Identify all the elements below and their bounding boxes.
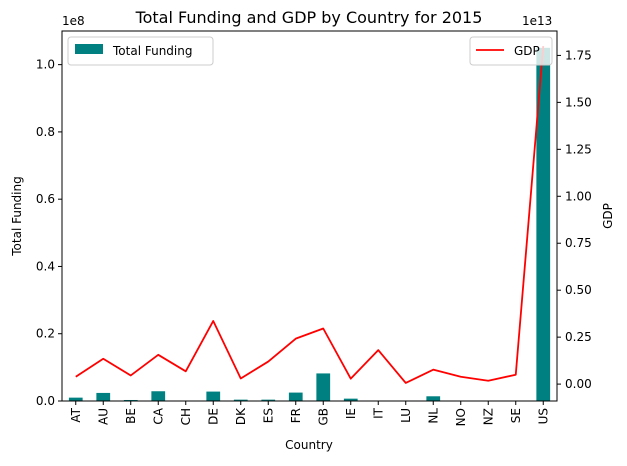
right-tick-label: 0.00	[565, 377, 592, 391]
right-tick-label: 1.00	[565, 189, 592, 203]
legend-total-funding: Total Funding	[68, 37, 213, 65]
funding-bar-ca	[151, 391, 165, 401]
x-tick-label-es: ES	[261, 408, 275, 423]
x-tick-label-nl: NL	[426, 408, 440, 424]
funding-bar-de	[206, 392, 220, 401]
funding-bar-at	[69, 398, 83, 401]
funding-bar-nl	[426, 396, 440, 401]
legend-total-funding-swatch	[75, 44, 103, 54]
x-tick-label-se: SE	[509, 408, 523, 423]
x-tick-label-it: IT	[371, 407, 385, 419]
x-tick-label-be: BE	[124, 408, 138, 424]
x-tick-label-de: DE	[206, 408, 220, 425]
left-tick-label: 0.8	[36, 125, 55, 139]
x-tick-label-no: NO	[454, 408, 468, 426]
x-tick-label-nz: NZ	[481, 408, 495, 425]
x-tick-label-at: AT	[69, 407, 83, 422]
left-tick-label: 0.6	[36, 192, 55, 206]
left-tick-label: 0.2	[36, 327, 55, 341]
right-tick-label: 1.50	[565, 95, 592, 109]
left-tick-label: 1.0	[36, 58, 55, 72]
x-axis-label: Country	[285, 438, 333, 452]
x-tick-label-fr: FR	[289, 408, 303, 423]
right-tick-label: 1.75	[565, 48, 592, 62]
legend-gdp-label: GDP	[514, 44, 540, 58]
left-tick-label: 0.4	[36, 259, 55, 273]
funding-bar-fr	[289, 393, 303, 401]
funding-bar-au	[96, 393, 110, 401]
x-tick-label-gb: GB	[316, 408, 330, 426]
x-tick-label-dk: DK	[234, 407, 248, 425]
y-axis-label: Total Funding	[10, 176, 24, 256]
left-axis-multiplier: 1e8	[62, 14, 85, 28]
right-tick-label: 0.50	[565, 283, 592, 297]
legend-gdp: GDP	[470, 37, 552, 65]
y2-axis-label: GDP	[601, 203, 615, 229]
x-tick-label-ca: CA	[151, 407, 165, 424]
left-tick-label: 0.0	[36, 394, 55, 408]
chart-title: Total Funding and GDP by Country for 201…	[135, 8, 483, 27]
x-tick-label-lu: LU	[399, 408, 413, 423]
right-axis-multiplier: 1e13	[522, 14, 552, 28]
right-tick-label: 0.75	[565, 236, 592, 250]
legend-total-funding-label: Total Funding	[112, 44, 192, 58]
right-tick-label: 1.25	[565, 142, 592, 156]
x-tick-label-ie: IE	[344, 408, 358, 419]
x-tick-label-ch: CH	[179, 408, 193, 425]
right-tick-label: 0.25	[565, 330, 592, 344]
x-tick-label-us: US	[536, 408, 550, 424]
funding-bar-gb	[316, 373, 330, 401]
x-tick-label-au: AU	[96, 408, 110, 425]
